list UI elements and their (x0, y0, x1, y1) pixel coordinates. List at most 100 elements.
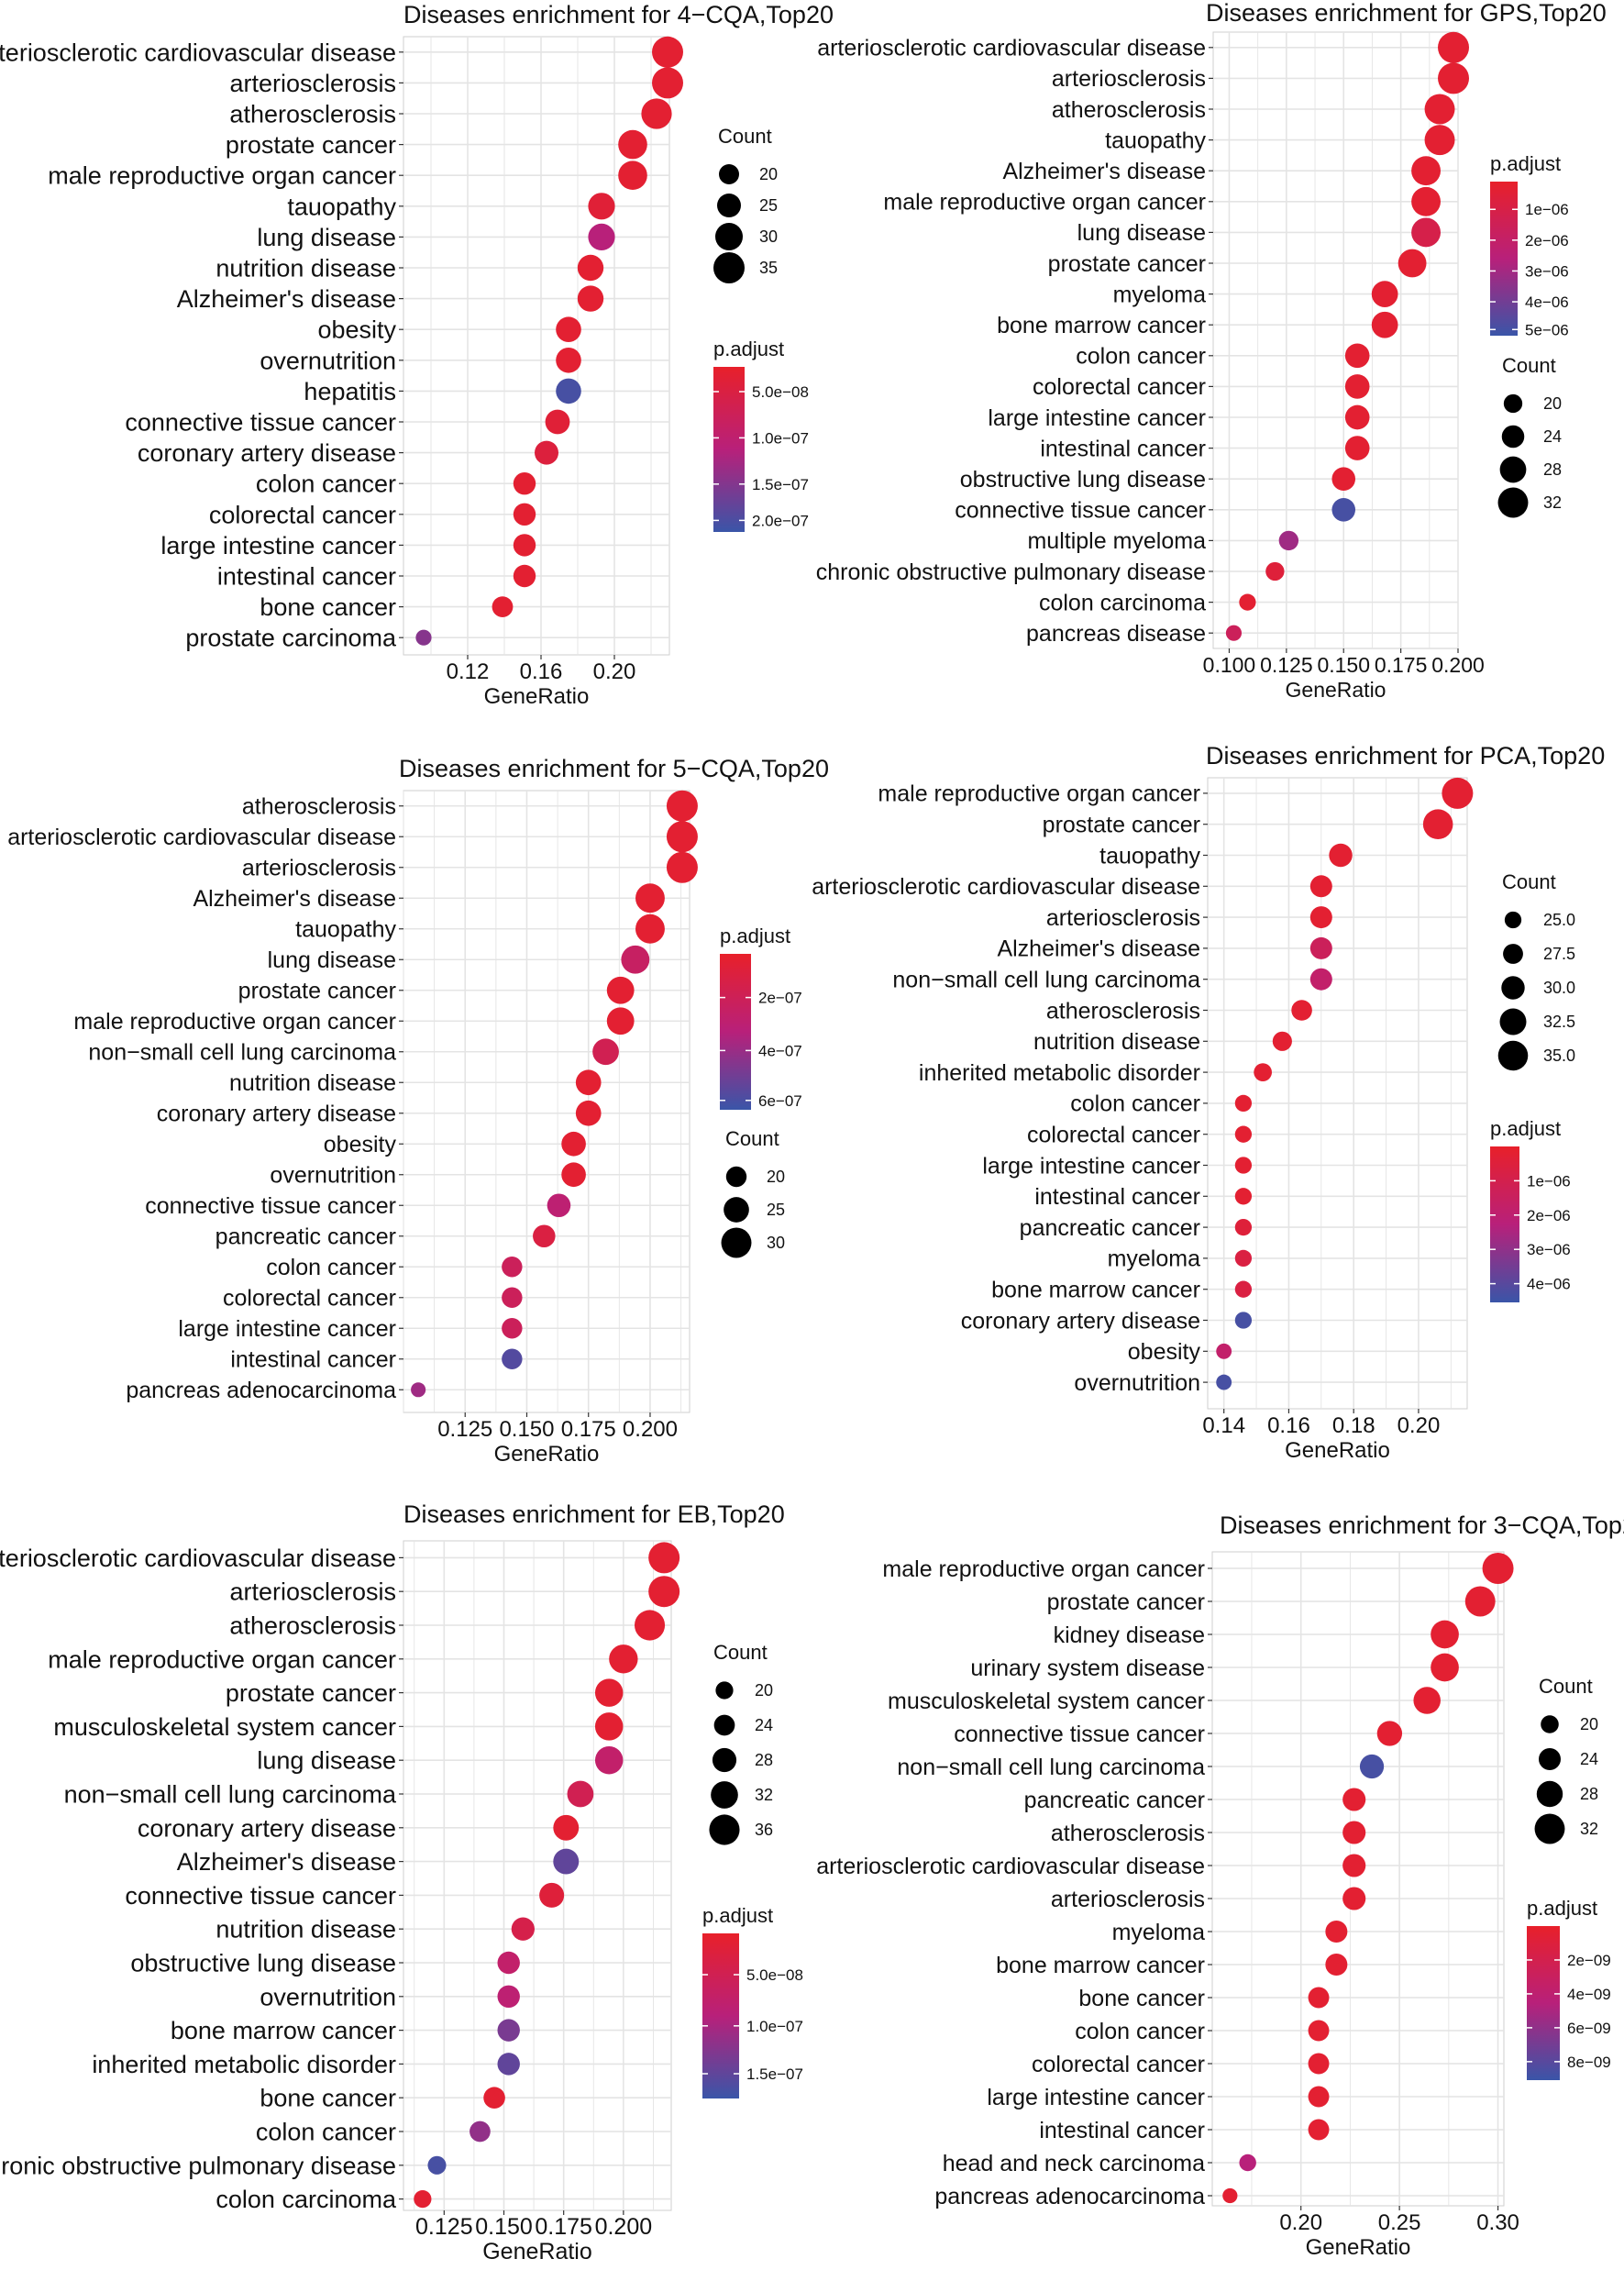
y-tick-label: large intestine cancer (987, 2085, 1205, 2110)
y-tick-label: arteriosclerotic cardiovascular disease (0, 39, 396, 66)
color-legend-label: 1.0e−07 (746, 2018, 803, 2035)
data-point (567, 1780, 594, 1808)
chart-title: Diseases enrichment for PCA,Top20 (1206, 742, 1605, 770)
y-tick-label: colorectal cancer (1033, 374, 1206, 400)
data-point (556, 378, 581, 404)
y-tick-label: overnutrition (260, 347, 396, 374)
y-tick-label: obstructive lung disease (960, 467, 1206, 493)
data-point (1234, 1094, 1253, 1113)
y-tick-label: intestinal cancer (1039, 2118, 1205, 2143)
data-point (1216, 1343, 1232, 1359)
y-tick-label: atherosclerosis (229, 1611, 396, 1639)
size-legend-key (1501, 425, 1525, 448)
data-point (666, 821, 698, 853)
data-point (1308, 2119, 1330, 2141)
data-point (1442, 777, 1474, 809)
y-tick-label: pancreas adenocarcinoma (934, 2184, 1205, 2209)
size-legend-key (1541, 1715, 1559, 1733)
color-legend-label: 2.0e−07 (752, 512, 809, 529)
size-legend-key (711, 1781, 738, 1809)
y-tick-label: inherited metabolic disorder (92, 2051, 396, 2078)
y-tick-label: tauopathy (1099, 843, 1200, 869)
size-legend-key (1497, 487, 1529, 518)
color-legend-title: p.adjust (1527, 1897, 1597, 1920)
color-legend-label: 1.0e−07 (752, 429, 809, 447)
data-point (1239, 593, 1256, 611)
y-tick-label: large intestine cancer (160, 532, 396, 559)
plot-area (403, 790, 690, 1413)
color-legend-title: p.adjust (1490, 152, 1561, 175)
x-tick-label: 0.125 (415, 2214, 473, 2240)
size-legend-key (713, 1714, 735, 1736)
data-point (1272, 1031, 1292, 1051)
y-tick-label: large intestine cancer (988, 405, 1206, 431)
y-tick-label: coronary artery disease (138, 439, 396, 467)
size-legend-label: 20 (759, 165, 778, 183)
chart-title: Diseases enrichment for 3−CQA,Top20 (1220, 1511, 1624, 1539)
size-legend-key (724, 1197, 749, 1223)
size-legend-key (1499, 456, 1527, 483)
data-point (635, 883, 665, 914)
data-point (594, 1678, 624, 1707)
color-legend-title: p.adjust (702, 1904, 773, 1927)
y-tick-label: colon cancer (256, 2118, 396, 2145)
y-tick-label: arteriosclerosis (229, 70, 396, 97)
size-legend-key (1534, 1813, 1565, 1844)
y-tick-label: bone cancer (1078, 1986, 1205, 2011)
data-point (1411, 156, 1442, 186)
y-tick-label: non−small cell lung carcinoma (892, 967, 1200, 992)
data-point (1431, 1653, 1459, 1682)
y-tick-label: Alzheimer's disease (177, 285, 396, 313)
color-legend-bar (713, 367, 745, 532)
size-legend-key (725, 1166, 747, 1188)
x-tick-label: 0.100 (1203, 653, 1256, 677)
color-legend-label: 4e−06 (1527, 1276, 1571, 1293)
y-tick-label: lung disease (257, 224, 396, 251)
size-legend-label: 28 (1580, 1785, 1598, 1803)
data-point (1344, 436, 1370, 460)
data-point (502, 1257, 523, 1278)
data-point (1342, 1821, 1366, 1844)
data-point (1342, 1854, 1366, 1877)
data-point (1464, 1586, 1496, 1617)
y-tick-label: connective tissue cancer (955, 498, 1206, 524)
data-point (539, 1882, 565, 1908)
y-tick-label: male reproductive organ cancer (73, 1009, 396, 1035)
plot-area (403, 36, 670, 656)
y-tick-label: multiple myeloma (1027, 528, 1206, 554)
color-legend-label: 1.5e−07 (746, 2065, 803, 2083)
color-legend-label: 2e−06 (1525, 232, 1569, 249)
y-tick-label: pancreatic cancer (1020, 1215, 1200, 1241)
data-point (492, 596, 514, 617)
y-tick-label: overnutrition (270, 1163, 396, 1189)
data-point (1325, 1954, 1348, 1976)
data-point (1344, 374, 1370, 399)
x-tick-label: 0.30 (1476, 2210, 1519, 2235)
size-legend-label: 28 (1543, 460, 1562, 479)
x-tick-label: 0.20 (593, 659, 636, 684)
x-axis-label: GeneRatio (494, 1442, 600, 1467)
chart-panel-1: Diseases enrichment for 4−CQA,Top20 arter… (0, 1, 834, 709)
data-point (502, 1348, 523, 1369)
data-point (1308, 2053, 1330, 2075)
size-legend-key (1499, 1008, 1527, 1035)
data-point (513, 503, 536, 526)
y-tick-label: connective tissue cancer (125, 1882, 396, 1910)
y-tick-label: arteriosclerotic cardiovascular disease (812, 874, 1200, 900)
y-tick-label: atherosclerosis (242, 794, 396, 820)
y-tick-label: connective tissue cancer (145, 1193, 396, 1219)
y-tick-label: musculoskeletal system cancer (53, 1713, 396, 1741)
x-axis-label: GeneRatio (482, 2239, 592, 2264)
y-tick-label: intestinal cancer (1034, 1184, 1200, 1210)
data-point (1398, 249, 1427, 278)
y-tick-label: nutrition disease (1033, 1029, 1200, 1055)
data-point (606, 1007, 635, 1035)
data-point (1225, 625, 1243, 641)
data-point (1438, 31, 1470, 63)
data-point (1431, 1620, 1459, 1649)
y-tick-label: non−small cell lung carcinoma (64, 1780, 397, 1808)
y-tick-label: prostate cancer (238, 979, 396, 1004)
data-point (648, 1576, 680, 1608)
y-tick-label: coronary artery disease (157, 1102, 396, 1127)
x-tick-label: 0.175 (1375, 653, 1428, 677)
